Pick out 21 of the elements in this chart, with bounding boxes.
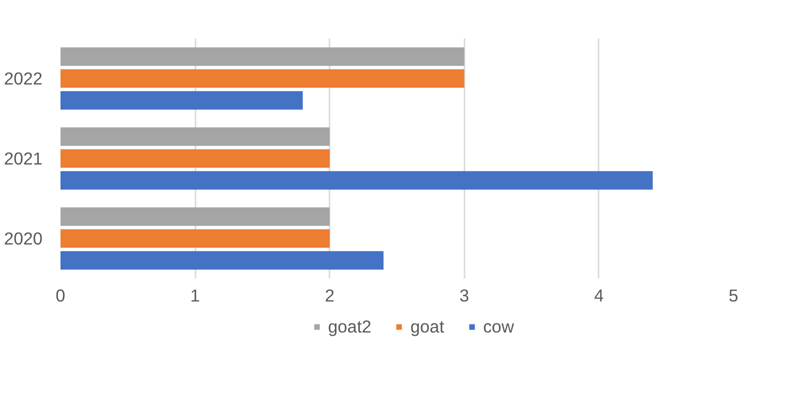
- x-tick-label: 5: [728, 286, 738, 306]
- x-tick-label: 1: [190, 286, 200, 306]
- x-tick-label: 3: [459, 286, 470, 306]
- x-tick-label: 4: [594, 286, 604, 306]
- bar: [60, 47, 464, 66]
- bar: [60, 207, 330, 226]
- bar: [60, 91, 303, 110]
- legend-label: goat2: [328, 316, 372, 337]
- legend-label: cow: [483, 316, 514, 337]
- bar: [60, 69, 464, 88]
- y-tick-label: 2022: [4, 68, 43, 88]
- bar: [60, 229, 330, 248]
- bar: [60, 149, 330, 168]
- x-tick-label: 0: [56, 286, 66, 306]
- bar: [60, 127, 330, 146]
- y-tick-label: 2021: [4, 148, 43, 168]
- bar: [60, 251, 384, 270]
- x-tick-label: 2: [324, 286, 335, 306]
- y-tick-label: 2020: [4, 228, 43, 248]
- legend-label: goat: [410, 316, 444, 337]
- bar: [60, 171, 653, 190]
